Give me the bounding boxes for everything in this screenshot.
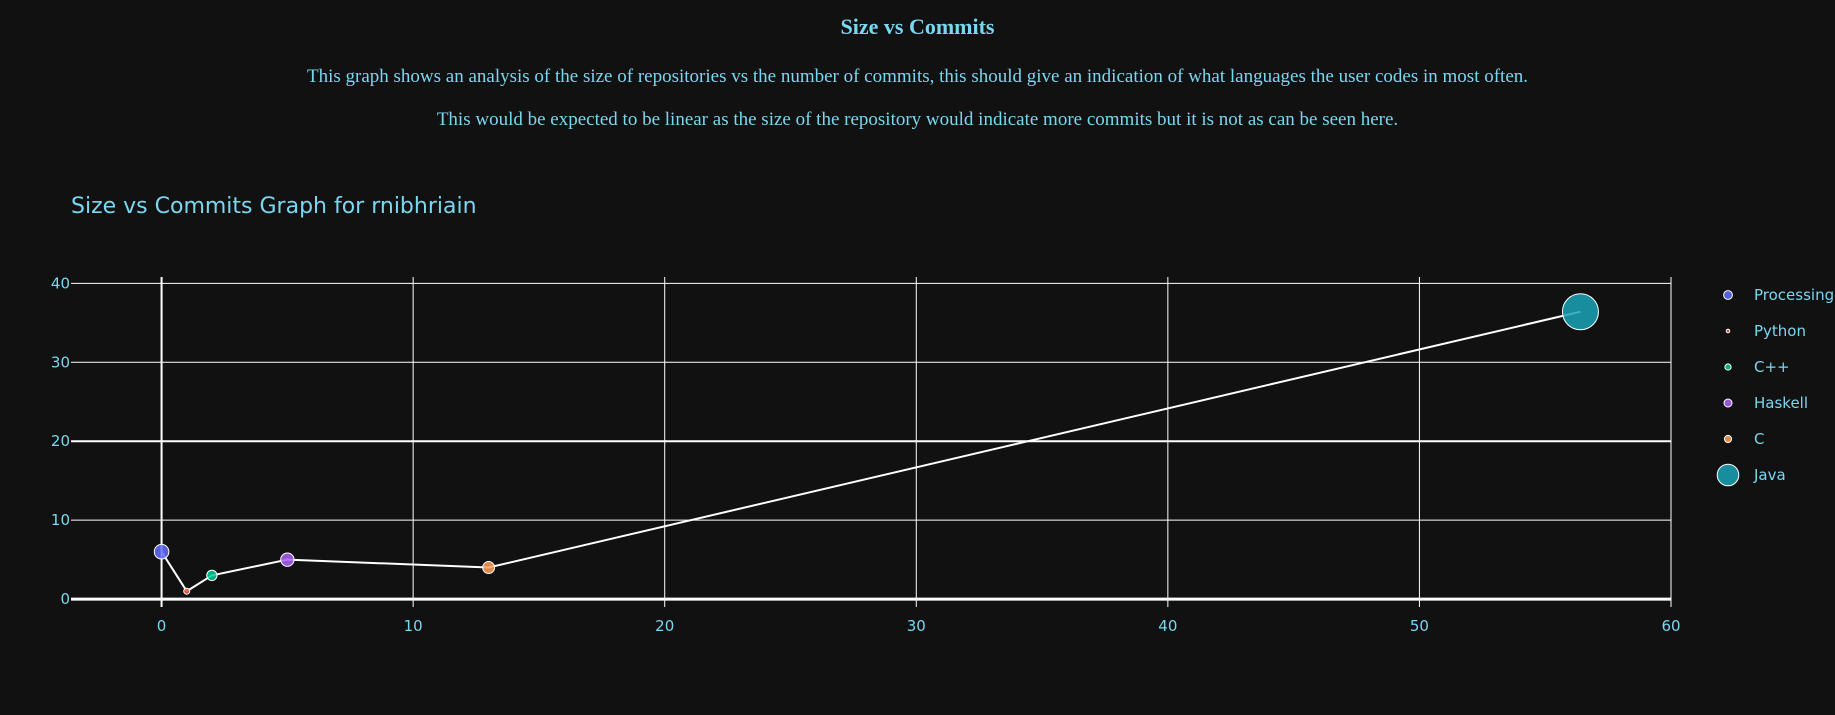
legend-label: Haskell bbox=[1754, 394, 1808, 412]
legend-item-processing[interactable]: Processing bbox=[1723, 286, 1834, 304]
legend-label: C bbox=[1754, 430, 1764, 448]
legend-label: Java bbox=[1753, 466, 1786, 484]
legend-marker bbox=[1725, 328, 1731, 334]
legend-marker bbox=[1723, 434, 1733, 444]
data-point-processing[interactable] bbox=[153, 543, 170, 560]
data-point-c-[interactable] bbox=[206, 569, 218, 582]
description-paragraph-1: This graph shows an analysis of the size… bbox=[306, 66, 1529, 87]
x-tick-label: 10 bbox=[404, 617, 423, 635]
connecting-line-layer bbox=[160, 310, 1581, 593]
y-tick-label: 40 bbox=[51, 274, 70, 292]
x-tick-label: 0 bbox=[157, 617, 167, 635]
y-tick-label: 20 bbox=[51, 432, 70, 450]
legend-marker bbox=[1723, 398, 1733, 408]
x-tick-label: 30 bbox=[907, 617, 926, 635]
x-tick-label: 20 bbox=[655, 617, 674, 635]
legend-item-haskell[interactable]: Haskell bbox=[1723, 394, 1808, 412]
points-layer bbox=[153, 293, 1599, 595]
x-tick-label: 50 bbox=[1410, 617, 1429, 635]
y-tick-label: 10 bbox=[51, 511, 70, 529]
legend-marker bbox=[1723, 290, 1733, 300]
legend-item-c[interactable]: C bbox=[1723, 430, 1764, 448]
data-point-python[interactable] bbox=[183, 587, 191, 595]
legend-label: C++ bbox=[1754, 358, 1790, 376]
connecting-line bbox=[160, 310, 1581, 593]
legend-item-java[interactable]: Java bbox=[1716, 463, 1786, 487]
y-tick-label: 0 bbox=[60, 590, 70, 608]
legend-marker bbox=[1716, 463, 1740, 487]
x-tick-label: 60 bbox=[1661, 617, 1680, 635]
data-point-c[interactable] bbox=[482, 561, 496, 574]
legend-marker bbox=[1724, 363, 1732, 371]
axis-layer: 0 10 20 30 40 50 60 0 10 20 30 40 bbox=[51, 274, 1681, 635]
x-tick-label: 40 bbox=[1158, 617, 1177, 635]
description-paragraph-2: This would be expected to be linear as t… bbox=[436, 109, 1399, 130]
legend-item-c-[interactable]: C++ bbox=[1724, 358, 1790, 376]
chart-title: Size vs Commits Graph for rnibhriain bbox=[71, 194, 477, 219]
y-tick-label: 30 bbox=[51, 353, 70, 371]
data-point-java[interactable] bbox=[1561, 293, 1599, 331]
grid-layer bbox=[71, 277, 1672, 607]
legend-item-python[interactable]: Python bbox=[1725, 322, 1806, 340]
legend-label: Python bbox=[1754, 322, 1806, 340]
legend-label: Processing bbox=[1754, 286, 1834, 304]
page-title: Size vs Commits bbox=[840, 14, 995, 39]
legend[interactable]: Processing Python C++ Haskell C Java bbox=[1716, 286, 1834, 487]
data-point-haskell[interactable] bbox=[280, 552, 295, 567]
